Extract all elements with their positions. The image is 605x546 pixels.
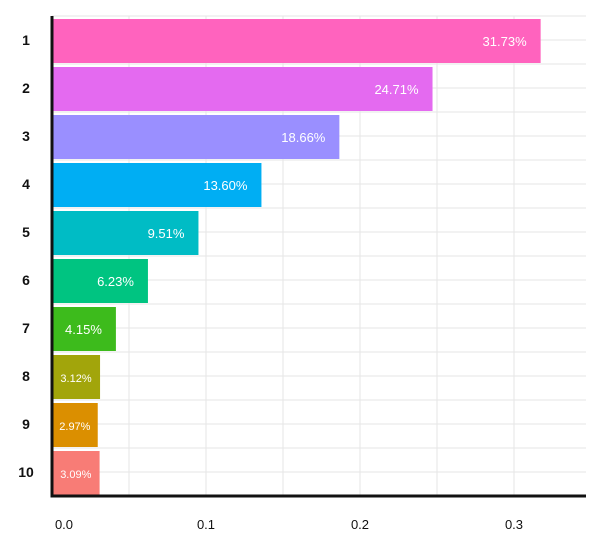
category-label-3: 3 xyxy=(22,128,30,144)
data-label-6: 6.23% xyxy=(97,274,134,289)
x-tick-label: 0.1 xyxy=(197,517,215,532)
data-label-4: 13.60% xyxy=(203,178,248,193)
data-label-7: 4.15% xyxy=(65,322,102,337)
x-tick-label: 0.0 xyxy=(55,517,73,532)
data-label-3: 18.66% xyxy=(281,130,326,145)
bar-1 xyxy=(52,19,541,63)
data-label-9: 2.97% xyxy=(59,421,90,433)
data-label-2: 24.71% xyxy=(374,82,419,97)
bar-7 xyxy=(52,307,116,351)
bars: 31.73% 24.71% 18.66% 13.60% 9.51% 6.23% 4.15% 3… xyxy=(52,19,541,495)
category-label-5: 5 xyxy=(22,224,30,240)
x-tick-labels: 0.0 0.1 0.2 0.3 xyxy=(55,517,523,532)
category-label-4: 4 xyxy=(22,176,30,192)
bar-9 xyxy=(52,403,98,447)
bar-8 xyxy=(52,355,101,399)
category-label-7: 7 xyxy=(22,320,30,336)
data-label-10: 3.09% xyxy=(60,469,91,481)
category-label-2: 2 xyxy=(22,80,30,96)
bar-5 xyxy=(52,211,199,255)
data-label-8: 3.12% xyxy=(60,373,91,385)
x-tick-label: 0.2 xyxy=(351,517,369,532)
category-label-1: 1 xyxy=(22,32,30,48)
category-label-10: 10 xyxy=(18,464,34,480)
category-label-9: 9 xyxy=(22,416,30,432)
bar-2 xyxy=(52,67,433,111)
category-labels: 1 2 3 4 5 6 7 8 9 10 xyxy=(18,32,34,480)
bar-6 xyxy=(52,259,148,303)
category-label-8: 8 xyxy=(22,368,30,384)
bar-3 xyxy=(52,115,340,159)
x-tick-label: 0.3 xyxy=(505,517,523,532)
data-label-1: 31.73% xyxy=(483,34,528,49)
data-label-5: 9.51% xyxy=(148,226,185,241)
bar-10 xyxy=(52,451,100,495)
category-label-6: 6 xyxy=(22,272,30,288)
bar-4 xyxy=(52,163,262,207)
